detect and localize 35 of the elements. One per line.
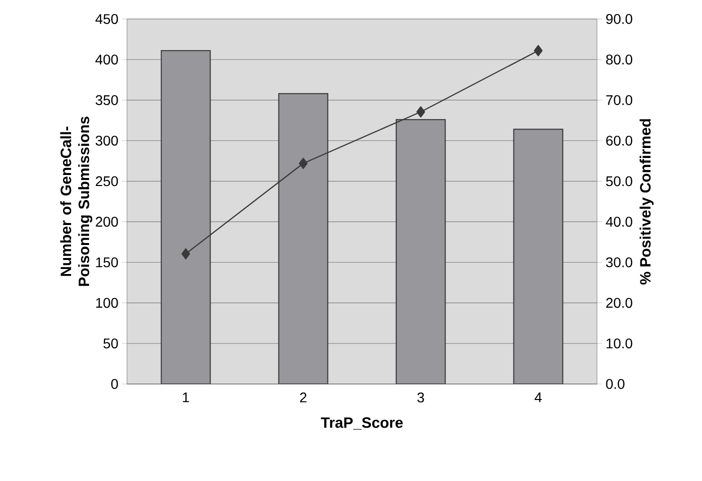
y-tick-label: 350 bbox=[96, 95, 118, 106]
y2-tick-label: 80.0 bbox=[606, 54, 632, 65]
x-tick-label: 2 bbox=[300, 392, 306, 402]
bar bbox=[513, 128, 564, 384]
bar bbox=[278, 93, 328, 384]
y-tick-label: 250 bbox=[96, 176, 118, 186]
y-tick-label: 150 bbox=[96, 257, 118, 268]
y-tick-label: 0 bbox=[111, 379, 118, 389]
y2-tick-label: 60.0 bbox=[606, 136, 632, 146]
y-tick-label: 300 bbox=[96, 136, 118, 146]
bar bbox=[160, 50, 211, 384]
y2-axis-title: % Positively Confirmed bbox=[640, 119, 654, 284]
x-tick-label: 3 bbox=[417, 392, 424, 402]
y2-tick-label: 10.0 bbox=[606, 338, 632, 348]
y2-tick-label: 70.0 bbox=[606, 95, 632, 106]
x-axis-title: TraP_Score bbox=[320, 417, 403, 430]
y2-tick-label: 90.0 bbox=[606, 14, 632, 24]
y-tick-label: 400 bbox=[95, 54, 118, 65]
y2-tick-label: 40.0 bbox=[606, 216, 632, 227]
y-tick-label: 100 bbox=[96, 298, 118, 308]
y2-tick-label: 30.0 bbox=[606, 257, 632, 268]
y-tick-label: 450 bbox=[95, 14, 118, 24]
point bbox=[181, 248, 190, 260]
x-tick-label: 4 bbox=[534, 392, 542, 402]
point bbox=[298, 158, 308, 169]
bar bbox=[396, 119, 446, 384]
point bbox=[416, 106, 426, 118]
y2-tick-label: 0.0 bbox=[606, 379, 624, 389]
y-tick-label: 50 bbox=[103, 338, 118, 348]
y2-tick-label: 50.0 bbox=[606, 176, 632, 186]
y-tick-label: 200 bbox=[96, 216, 118, 227]
x-tick-label: 1 bbox=[182, 392, 189, 402]
point bbox=[534, 45, 543, 56]
y-axis-title: Number of GeneCall-Poisoning Submissions bbox=[60, 116, 92, 286]
y2-tick-label: 20.0 bbox=[606, 298, 632, 308]
